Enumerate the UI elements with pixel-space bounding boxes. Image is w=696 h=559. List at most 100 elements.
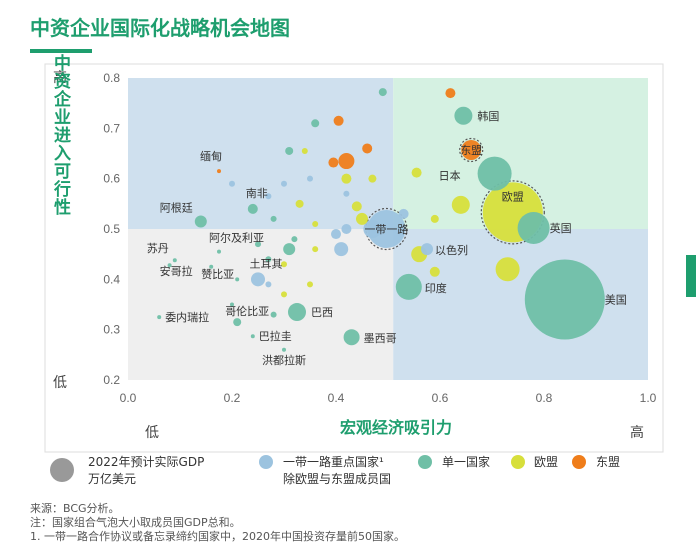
legend-size-icon [50,458,74,482]
legend-label: 欧盟 [534,455,558,469]
bubble-ring [480,180,545,245]
bubble-英国 [517,211,550,244]
bubble-label: 阿尔及利亚 [209,232,264,245]
bubble [328,157,339,168]
x-tick-label: 0.4 [328,391,345,405]
bubble-label: 印度 [425,281,447,295]
bubble [255,241,261,248]
bubble [333,115,344,126]
bubble [356,212,368,225]
bubble [291,236,298,243]
bubble [307,175,313,182]
bubble-label: 洪都拉斯 [262,353,306,367]
bubble [311,119,320,128]
bubble-巴西 [288,303,306,322]
bubble [411,167,422,178]
bubble-墨西哥 [343,329,360,346]
footnotes: 来源：BCG分析。注：国家组合气泡大小取成员国GDP总和。1. 一带一路合作协议… [30,501,405,543]
bubble-label: 苏丹 [147,242,169,255]
bubble-洪都拉斯 [282,347,286,352]
y-tick-label: 0.5 [103,222,120,236]
bubble-ring [459,137,484,163]
bubble [281,261,287,268]
x-tick-label: 0.0 [120,391,137,405]
x-tick-label: 0.6 [432,391,449,405]
bubble-美国 [524,259,605,340]
bubble-label: 巴西 [311,306,333,319]
bubble [343,190,350,197]
quadrant-bottom-right [393,229,648,380]
bubble [281,180,287,187]
bubble [307,281,313,288]
legend-label: 2022年预计实际GDP [88,454,204,469]
bubble-label: 缅甸 [200,149,222,163]
bubble [429,266,440,277]
legend-label: 单一国家 [442,454,490,469]
bubble [270,215,277,222]
footnote-line: 注：国家组合气泡大小取成员国GDP总和。 [30,515,241,529]
bubble [430,214,439,223]
bubble [334,242,349,257]
bubble-label: 美国 [605,293,627,306]
bubble [283,243,296,256]
bubble [331,229,341,240]
quadrant-backgrounds [128,78,648,380]
bubble [368,174,377,183]
bubble [281,291,287,298]
bubble-印度 [395,273,422,300]
legend-label: 万亿美元 [88,471,136,486]
bubble-日本 [477,156,512,191]
bubbles-layer [157,88,605,352]
bubble-ring [365,207,408,251]
y-tick-label: 0.8 [103,71,120,85]
bubble [378,88,387,97]
y-high-label: 高 [53,69,67,86]
y-tick-label: 0.3 [103,323,120,337]
bubble-label: 一带一路 [364,223,408,236]
bubble-label: 阿根廷 [160,200,193,214]
legend-label: 一带一路重点国家¹ [283,454,384,469]
bubble-label: 赞比亚 [201,268,234,281]
bubble [229,180,235,187]
bubble [495,257,520,282]
bubble [312,220,319,227]
bubble-label: 委内瑞拉 [165,310,209,324]
page-title: 中资企业国际化战略机会地图 [30,16,290,40]
bubble [270,311,277,318]
bubble [312,246,319,253]
x-tick-label: 0.8 [536,391,553,405]
bubble-label: 土耳其 [250,257,283,270]
bubble [338,153,355,170]
bubble [341,224,352,234]
bubble [451,195,470,214]
bubble-label: 安哥拉 [160,264,193,278]
chart-frame [44,63,664,453]
bubble-阿根廷 [194,215,207,228]
bubble-苏丹 [172,258,177,263]
legend-marker-asean [572,455,586,469]
y-tick-label: 0.6 [103,172,120,186]
bubble [341,173,352,184]
bubble [230,302,234,307]
bubble-label: 日本 [439,169,461,183]
bubble [285,146,294,155]
y-tick-label: 0.7 [103,121,120,135]
footnote-line: 1. 一带一路合作协议或备忘录缔约国家中，2020年中国投资存量前50国家。 [30,529,405,543]
legend-marker-bri [259,455,273,469]
bubble-label: 韩国 [477,109,499,123]
y-axis-title: 中资企业进入可行性 [50,53,72,216]
legend-label: 东盟 [596,455,620,469]
footnote-line: 来源：BCG分析。 [30,501,120,515]
bubble-label: 哥伦比亚 [225,304,269,318]
bubble [445,88,456,99]
y-low-label: 低 [53,375,67,391]
bubble-label: 南非 [246,187,268,200]
bubble-韩国 [454,106,473,125]
x-tick-label: 0.2 [224,391,241,405]
bubble-巴拉圭 [250,334,255,339]
bubble-label: 欧盟 [502,190,524,203]
bubble [235,277,240,282]
bubble [265,281,272,288]
bubble-东盟 [461,139,482,160]
